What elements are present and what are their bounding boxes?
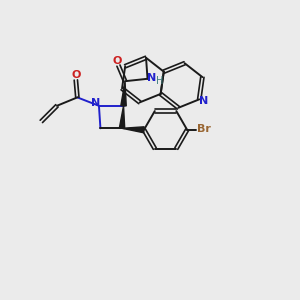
Text: O: O <box>71 70 80 80</box>
Text: N: N <box>91 98 101 108</box>
Text: N: N <box>199 96 208 106</box>
Text: N: N <box>147 73 156 83</box>
Text: H: H <box>157 76 164 86</box>
Text: O: O <box>112 56 122 66</box>
Polygon shape <box>121 81 126 106</box>
Polygon shape <box>122 127 144 133</box>
Text: Br: Br <box>197 124 211 134</box>
Polygon shape <box>119 106 125 128</box>
